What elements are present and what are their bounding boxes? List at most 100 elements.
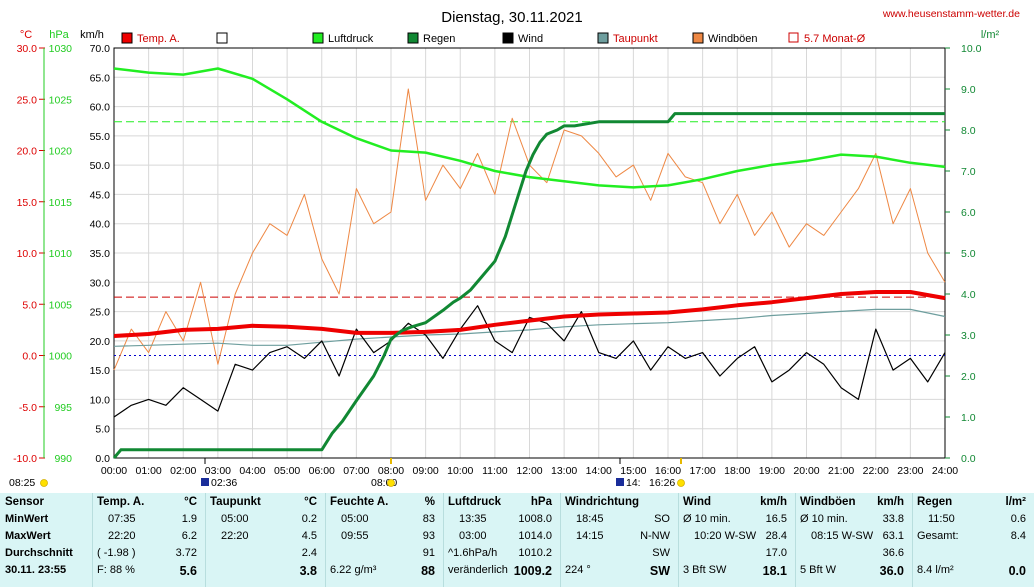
temp-tick-label: 10.0 <box>17 248 38 260</box>
column-unit: km/h <box>877 496 904 508</box>
pressure-tick-label: 1005 <box>49 299 73 311</box>
legend-swatch <box>121 32 133 44</box>
wind-tick-label: 45.0 <box>90 189 111 201</box>
x-tick-label: 13:00 <box>551 465 577 477</box>
x-tick-label: 04:00 <box>239 465 265 477</box>
temp-tick-label: 25.0 <box>17 94 38 106</box>
table-value: 5.6 <box>179 564 197 578</box>
legend-label: Temp. A. <box>137 33 180 45</box>
table-value: 36.6 <box>882 547 904 559</box>
marker-sunset: 16:26 <box>649 477 675 489</box>
table-cell: 10:20 W-SW <box>694 530 757 542</box>
rain-tick-label: 2.0 <box>961 371 976 383</box>
legend: Temp. A. Luftdruck Regen Wind Taupunkt Windbö… <box>121 32 866 45</box>
table-cell: 14:15 <box>576 530 604 542</box>
column-header: Windrichtung <box>565 496 639 508</box>
site-url[interactable]: www.heusenstamm-wetter.de <box>882 8 1020 20</box>
table-cell: F: 88 % <box>97 564 135 576</box>
wind-tick-label: 10.0 <box>90 394 111 406</box>
sun-icon <box>677 479 685 487</box>
temp-tick-label: 15.0 <box>17 197 38 209</box>
table-value: N-NW <box>640 530 670 542</box>
table-cell: 13:35 <box>459 513 487 525</box>
x-tick-label: 15:00 <box>620 465 646 477</box>
x-tick-label: 09:00 <box>412 465 438 477</box>
reference-lines <box>114 121 945 356</box>
table-value: 1008.0 <box>518 513 552 525</box>
table-column: Feuchte A.% 05:00 83 09:55 93 91 6.22 g/m³ 88 <box>325 493 444 587</box>
x-tick-label: 01:00 <box>135 465 161 477</box>
table-column: Wind km/h Ø 10 min. 16.5 10:20 W-SW 28.4 17.0 3… <box>678 493 796 587</box>
pressure-tick-label: 1030 <box>49 43 73 55</box>
column-header: Luftdruck <box>448 496 502 508</box>
table-value: 2.4 <box>301 547 317 559</box>
pressure-tick-label: 1020 <box>49 146 73 158</box>
table-cell: 05:00 <box>341 513 369 525</box>
temp-unit: °C <box>20 29 32 41</box>
x-tick-label: 14:00 <box>586 465 612 477</box>
table-value: SW <box>652 547 670 559</box>
table-value: 1009.2 <box>513 564 552 578</box>
table-value: 83 <box>422 513 435 525</box>
table-value: 17.0 <box>765 547 787 559</box>
x-tick-label: 16:00 <box>655 465 681 477</box>
marker-moonset: 14: <box>626 477 641 489</box>
table-value: 88 <box>421 564 435 578</box>
sun-icon <box>40 479 48 487</box>
rain-tick-label: 5.0 <box>961 248 976 260</box>
rain-unit: l/m² <box>981 29 1000 41</box>
weather-chart: Dienstag, 30.11.2021 www.heusenstamm-wet… <box>9 8 1020 489</box>
table-value: SO <box>654 513 670 525</box>
legend-label: Luftdruck <box>328 33 374 45</box>
pressure-tick-label: 1010 <box>49 248 73 260</box>
table-column: Luftdruck hPa 13:35 1008.0 03:00 1014.0 ^1.6hP… <box>443 493 561 587</box>
rain-tick-label: 8.0 <box>961 125 976 137</box>
table-column: Taupunkt °C 05:00 0.2 22:20 4.5 2.4 3.8 <box>205 493 326 587</box>
stats-table: Sensor MinWert MaxWert Durchschnitt 30.11. 2… <box>0 493 1034 587</box>
series-line-luftdruck <box>113 67 946 189</box>
wind-unit: km/h <box>80 29 104 41</box>
wind-tick-label: 55.0 <box>90 131 111 143</box>
series-line-taupunkt <box>113 308 946 347</box>
sun-icon <box>387 479 395 487</box>
x-tick-label: 21:00 <box>828 465 854 477</box>
table-value: 28.4 <box>765 530 787 542</box>
table-cell: 22:20 <box>221 530 249 542</box>
rain-tick-label: 6.0 <box>961 207 976 219</box>
table-cell: 6.22 g/m³ <box>330 564 377 576</box>
table-value: 6.2 <box>181 530 197 542</box>
x-tick-label: 06:00 <box>309 465 335 477</box>
table-value: 1014.0 <box>518 530 552 542</box>
pressure-tick-label: 1015 <box>49 197 73 209</box>
x-tick-label: 17:00 <box>689 465 715 477</box>
temp-tick-label: 5.0 <box>22 299 37 311</box>
rain-tick-label: 9.0 <box>961 84 976 96</box>
table-value: 0.6 <box>1010 513 1026 525</box>
rain-tick-label: 10.0 <box>961 43 982 55</box>
wind-tick-label: 0.0 <box>95 453 110 465</box>
wind-tick-label: 40.0 <box>90 219 111 231</box>
series-line-wind <box>113 305 946 418</box>
table-value: 0.2 <box>301 513 317 525</box>
wind-tick-label: 35.0 <box>90 248 111 260</box>
table-cell: 11:50 <box>928 513 955 525</box>
temp-tick-label: -5.0 <box>19 402 37 414</box>
pressure-unit: hPa <box>49 29 69 41</box>
series-group <box>112 67 946 459</box>
x-tick-label: 05:00 <box>274 465 300 477</box>
pressure-tick-label: 1000 <box>49 351 73 363</box>
rain-tick-label: 7.0 <box>961 166 976 178</box>
row-label: Durchschnitt <box>5 547 73 559</box>
pressure-tick-label: 1025 <box>49 94 73 106</box>
x-tick-label: 03:00 <box>205 465 231 477</box>
marker-sunrise: 08:25 <box>9 477 35 489</box>
table-column: Windrichtung 18:45 SO 14:15 N-NW SW 224 ° SW <box>560 493 679 587</box>
table-value: 4.5 <box>301 530 317 542</box>
column-unit: °C <box>304 496 317 508</box>
wind-tick-label: 15.0 <box>90 365 111 377</box>
marker-moon: 02:36 <box>211 477 237 489</box>
table-value: SW <box>649 564 670 578</box>
table-cell: 8.4 l/m² <box>917 564 954 576</box>
legend-label: Regen <box>423 33 455 45</box>
table-value: 63.1 <box>882 530 904 542</box>
